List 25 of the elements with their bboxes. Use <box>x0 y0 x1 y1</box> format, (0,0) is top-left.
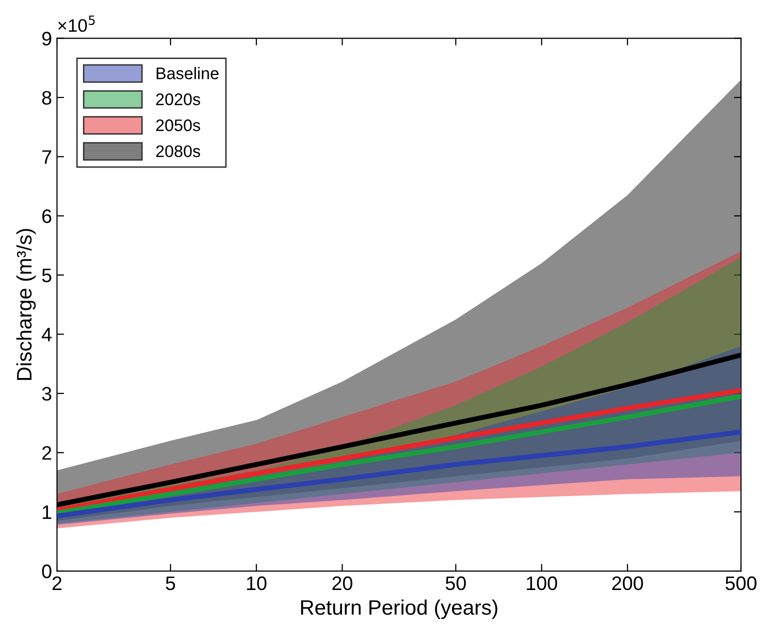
y-axis-title: Discharge (m³/s) <box>16 228 36 380</box>
legend-label: 2020s <box>156 93 200 106</box>
y-tick-label: 4 <box>42 328 52 342</box>
y-tick-label: 3 <box>42 386 52 401</box>
y-tick-label: 1 <box>42 505 52 519</box>
y-tick-label: 9 <box>42 32 52 46</box>
y-tick-label: 2 <box>42 446 52 460</box>
x-tick-label: 50 <box>446 576 466 590</box>
y-tick-label: 5 <box>42 268 52 282</box>
legend-label: Baseline <box>156 67 219 80</box>
x-tick-label: 500 <box>726 576 756 590</box>
y-tick-label: 0 <box>42 564 52 578</box>
legend-label: 2080s <box>156 145 200 158</box>
y-tick-label: 8 <box>42 90 52 105</box>
y-tick-label: 7 <box>42 150 52 164</box>
x-tick-label: 20 <box>332 576 352 590</box>
x-axis-title: Return Period (years) <box>301 600 498 619</box>
x-tick-label: 5 <box>166 576 176 590</box>
y-tick-label: 6 <box>42 209 52 224</box>
text: ×10$^{5}$ <box>58 16 95 32</box>
x-tick-label: 10 <box>247 576 266 590</box>
x-tick-label: 100 <box>526 576 558 590</box>
x-tick-label: 2 <box>52 576 62 590</box>
legend-label: 2050s <box>156 119 200 132</box>
x-tick-label: 200 <box>612 576 643 590</box>
